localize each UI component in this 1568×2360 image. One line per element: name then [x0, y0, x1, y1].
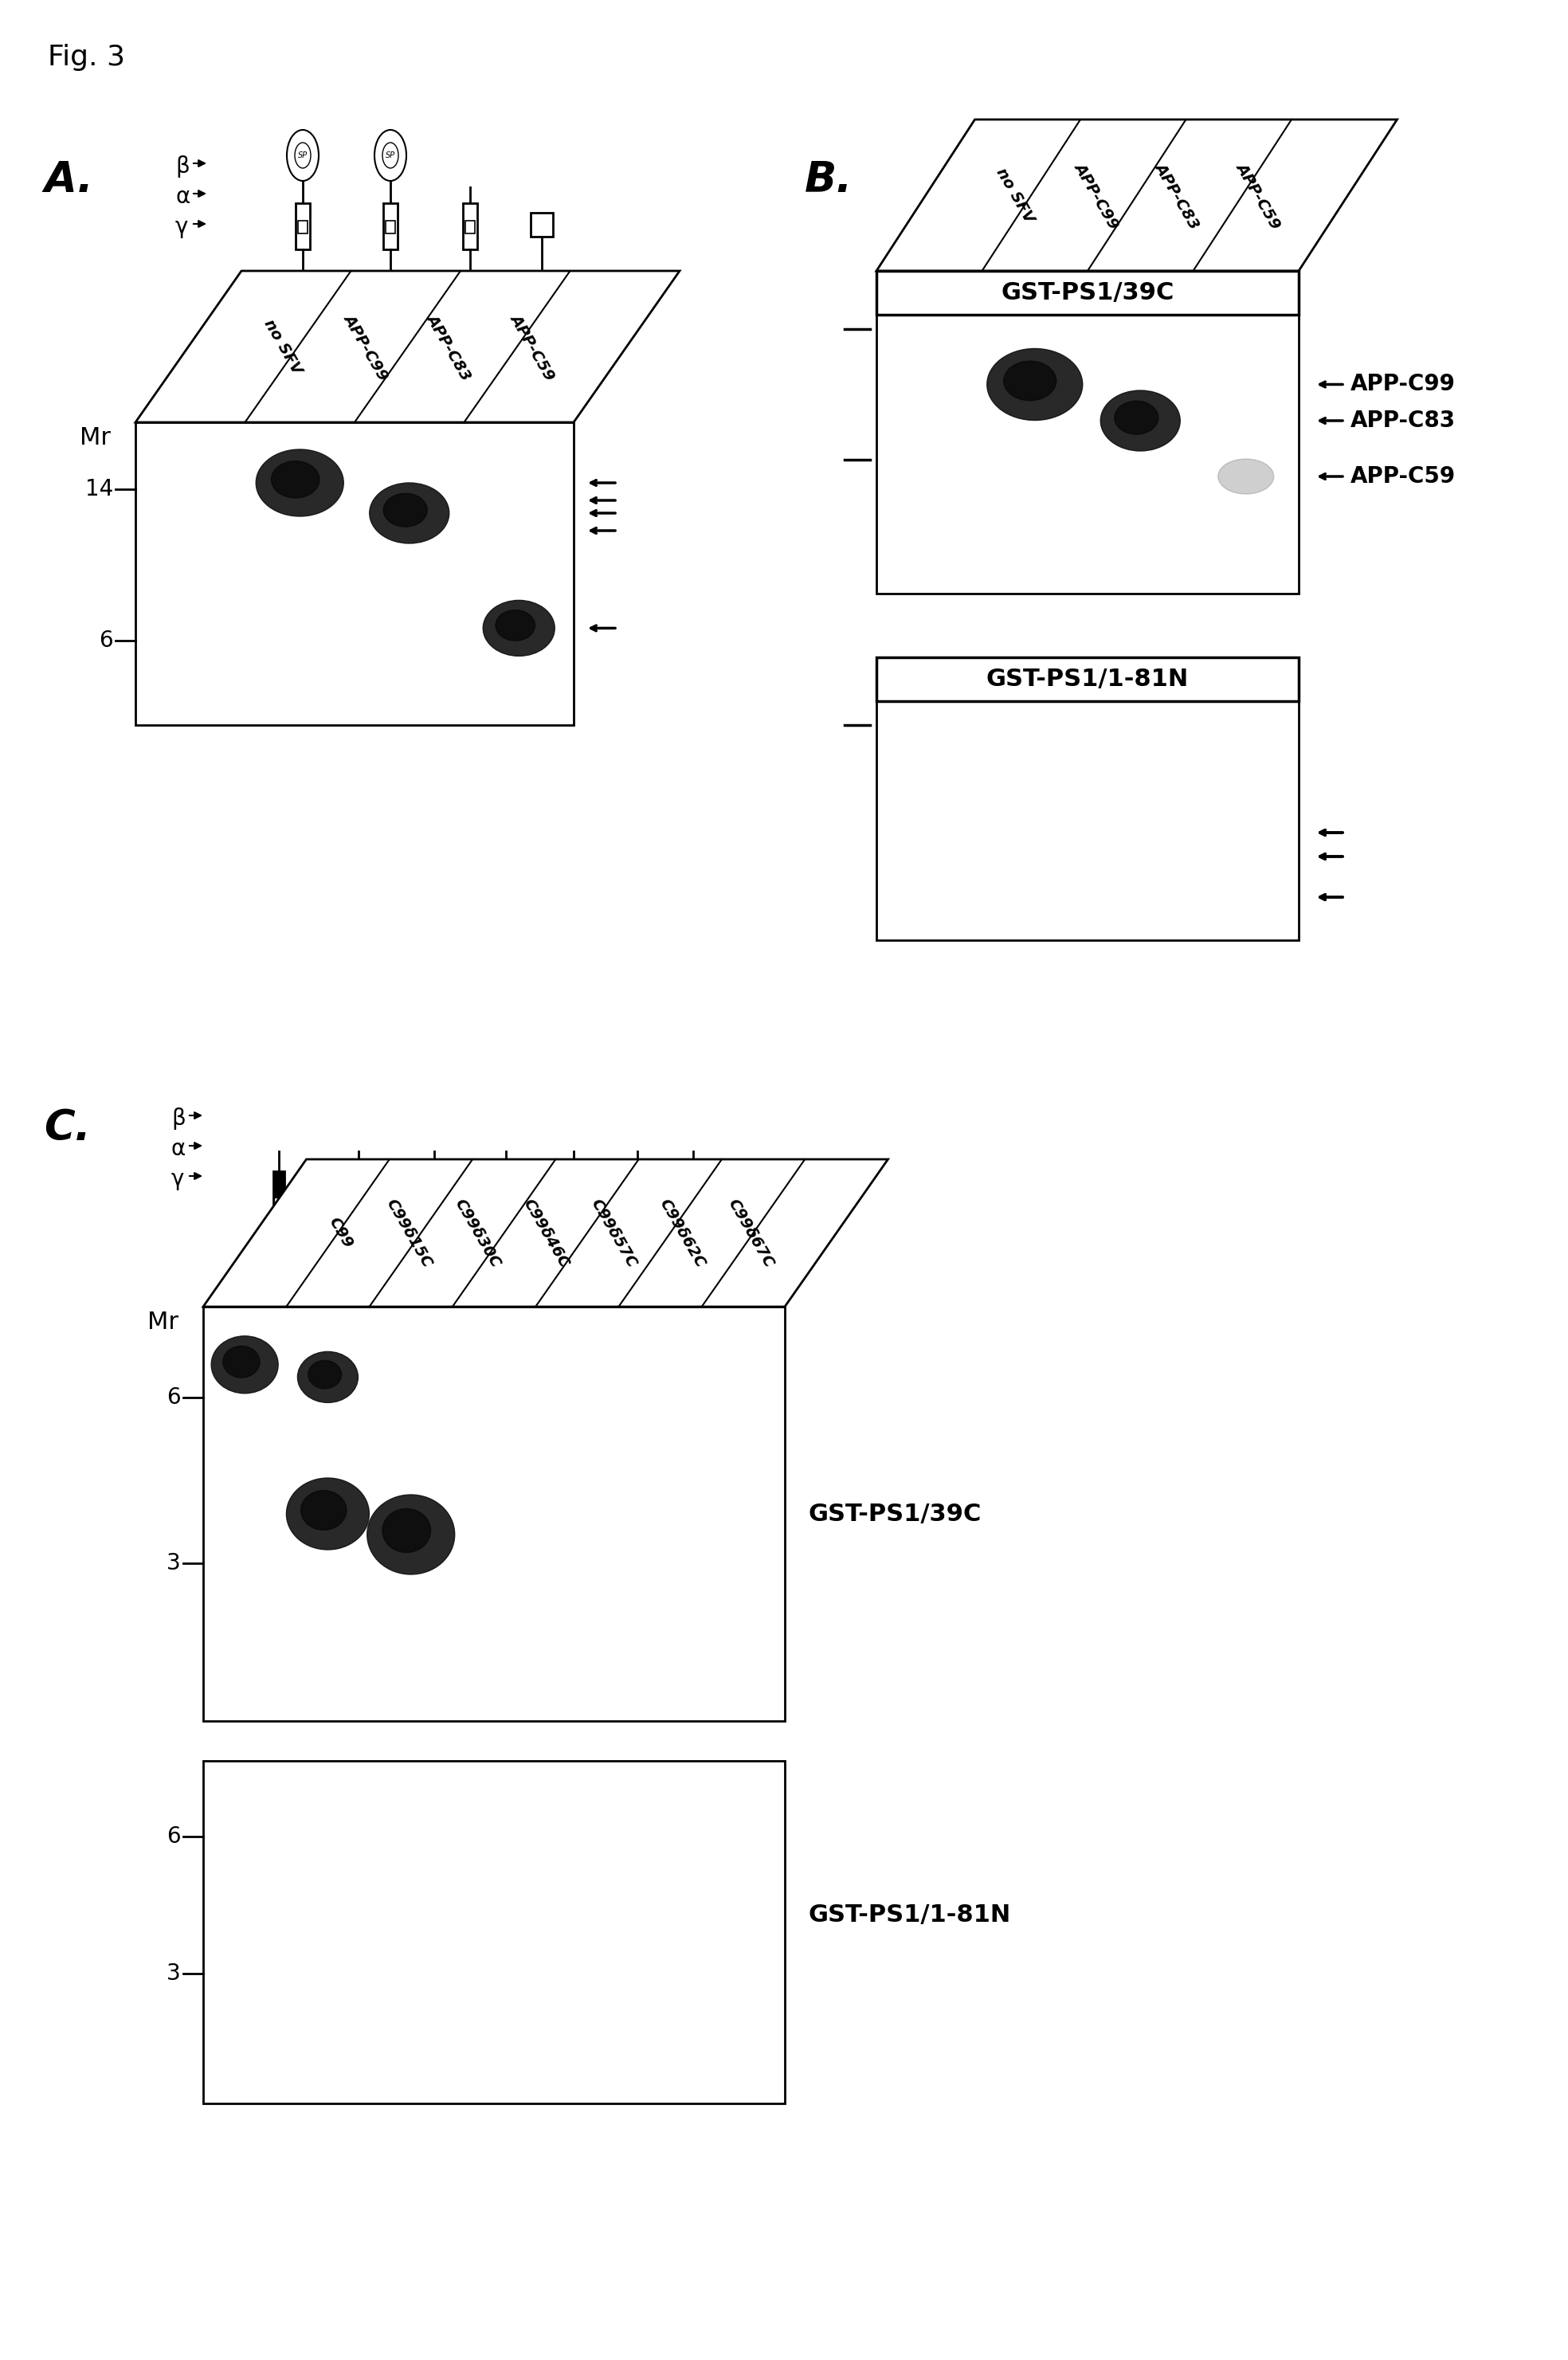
- Ellipse shape: [212, 1336, 278, 1392]
- Text: C99δ46C: C99δ46C: [521, 1197, 571, 1270]
- Text: 3: 3: [166, 1553, 180, 1574]
- Ellipse shape: [271, 460, 320, 498]
- Ellipse shape: [986, 349, 1082, 420]
- Text: Mr: Mr: [147, 1310, 179, 1333]
- Bar: [204, 1307, 786, 1720]
- Ellipse shape: [1218, 458, 1273, 493]
- Text: APP-C59: APP-C59: [1232, 160, 1283, 231]
- Ellipse shape: [287, 130, 318, 182]
- Ellipse shape: [223, 1345, 260, 1378]
- Text: SP: SP: [298, 151, 307, 160]
- Text: GST-PS1/39C: GST-PS1/39C: [1000, 281, 1174, 304]
- Text: GST-PS1/1-81N: GST-PS1/1-81N: [986, 668, 1189, 691]
- Bar: [135, 422, 574, 725]
- Text: APP-C83: APP-C83: [423, 312, 474, 382]
- Ellipse shape: [1115, 401, 1159, 434]
- Bar: [877, 701, 1298, 939]
- Text: α: α: [171, 1138, 187, 1161]
- Bar: [530, 212, 554, 236]
- Text: APP-C83: APP-C83: [1350, 411, 1455, 432]
- Text: APP-C99: APP-C99: [340, 312, 390, 382]
- Ellipse shape: [309, 1362, 342, 1388]
- Ellipse shape: [375, 130, 406, 182]
- Bar: [298, 222, 307, 234]
- Text: C99δ57C: C99δ57C: [588, 1197, 640, 1270]
- Text: C99δ62C: C99δ62C: [657, 1197, 709, 1270]
- Text: APP-C99: APP-C99: [1350, 373, 1455, 396]
- Text: C.: C.: [44, 1107, 91, 1149]
- Bar: [296, 203, 310, 250]
- Text: α: α: [176, 186, 190, 208]
- Bar: [354, 1197, 364, 1213]
- Text: A.: A.: [44, 160, 93, 201]
- Text: γ: γ: [176, 215, 188, 238]
- Bar: [568, 1171, 579, 1211]
- Bar: [502, 1194, 511, 1208]
- Ellipse shape: [367, 1494, 455, 1574]
- Bar: [877, 314, 1298, 595]
- Ellipse shape: [287, 1477, 368, 1551]
- Ellipse shape: [256, 448, 343, 517]
- Bar: [353, 1171, 364, 1220]
- Text: β: β: [176, 156, 190, 177]
- Text: 6: 6: [166, 1388, 180, 1409]
- Bar: [877, 658, 1298, 701]
- Text: SP: SP: [386, 151, 395, 160]
- Bar: [428, 1171, 439, 1220]
- Polygon shape: [877, 120, 1397, 271]
- Text: 14: 14: [85, 477, 113, 500]
- Bar: [463, 203, 477, 250]
- Ellipse shape: [295, 142, 310, 168]
- Polygon shape: [135, 271, 679, 422]
- Text: GST-PS1/1-81N: GST-PS1/1-81N: [809, 1905, 1011, 1926]
- Text: APP-C83: APP-C83: [1152, 160, 1203, 231]
- Ellipse shape: [483, 599, 555, 656]
- Text: APP-C59: APP-C59: [1350, 465, 1455, 489]
- Ellipse shape: [495, 609, 535, 640]
- Ellipse shape: [370, 484, 448, 543]
- Text: 6: 6: [166, 1824, 180, 1848]
- Text: Fig. 3: Fig. 3: [47, 45, 125, 71]
- Bar: [386, 222, 395, 234]
- Bar: [877, 271, 1298, 314]
- Text: no SFV: no SFV: [262, 316, 304, 378]
- Text: C99: C99: [326, 1215, 356, 1251]
- Text: β: β: [171, 1107, 185, 1130]
- Text: 6: 6: [99, 630, 113, 651]
- Bar: [633, 1192, 641, 1204]
- Ellipse shape: [1004, 361, 1057, 401]
- Ellipse shape: [384, 493, 426, 526]
- Text: APP-C59: APP-C59: [506, 312, 557, 382]
- Bar: [466, 222, 475, 234]
- Ellipse shape: [383, 1508, 431, 1553]
- Bar: [274, 1197, 284, 1213]
- Bar: [204, 1761, 786, 2103]
- Text: GST-PS1/39C: GST-PS1/39C: [809, 1503, 982, 1525]
- Polygon shape: [204, 1159, 887, 1307]
- Ellipse shape: [383, 142, 398, 168]
- Ellipse shape: [298, 1352, 358, 1402]
- Bar: [500, 1171, 511, 1215]
- Ellipse shape: [1101, 389, 1181, 451]
- Bar: [383, 203, 398, 250]
- Bar: [430, 1197, 439, 1213]
- Bar: [569, 1194, 579, 1206]
- Text: B.: B.: [804, 160, 853, 201]
- Text: Mr: Mr: [80, 427, 111, 448]
- Text: γ: γ: [171, 1168, 185, 1189]
- Bar: [688, 1171, 699, 1199]
- Text: C99δ15C: C99δ15C: [383, 1197, 434, 1270]
- Text: C99δ67C: C99δ67C: [724, 1197, 776, 1270]
- Bar: [632, 1171, 643, 1206]
- Text: no SFV: no SFV: [994, 165, 1036, 227]
- Text: APP-C99: APP-C99: [1071, 160, 1121, 231]
- Text: 3: 3: [166, 1961, 180, 1985]
- Text: C99δ30C: C99δ30C: [452, 1197, 503, 1270]
- Ellipse shape: [301, 1492, 347, 1529]
- Bar: [273, 1171, 284, 1220]
- Bar: [688, 1187, 698, 1197]
